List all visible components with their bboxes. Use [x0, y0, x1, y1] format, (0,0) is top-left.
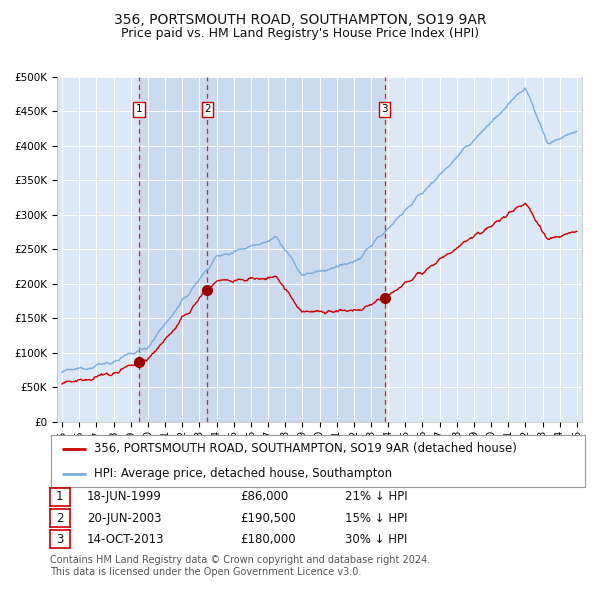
Text: 2: 2	[56, 512, 64, 525]
Text: 20-JUN-2003: 20-JUN-2003	[87, 512, 161, 525]
Text: 15% ↓ HPI: 15% ↓ HPI	[345, 512, 407, 525]
Bar	[139, 77, 208, 422]
Text: 18-JUN-1999: 18-JUN-1999	[87, 490, 162, 503]
Text: 1: 1	[56, 490, 64, 503]
Text: 21% ↓ HPI: 21% ↓ HPI	[345, 490, 407, 503]
Text: 356, PORTSMOUTH ROAD, SOUTHAMPTON, SO19 9AR (detached house): 356, PORTSMOUTH ROAD, SOUTHAMPTON, SO19 …	[94, 442, 517, 455]
Text: £86,000: £86,000	[240, 490, 288, 503]
Text: 3: 3	[56, 533, 64, 546]
Text: 356, PORTSMOUTH ROAD, SOUTHAMPTON, SO19 9AR: 356, PORTSMOUTH ROAD, SOUTHAMPTON, SO19 …	[114, 13, 486, 27]
Text: 3: 3	[381, 104, 388, 114]
Text: £190,500: £190,500	[240, 512, 296, 525]
Text: Price paid vs. HM Land Registry's House Price Index (HPI): Price paid vs. HM Land Registry's House …	[121, 27, 479, 40]
Text: 2: 2	[204, 104, 211, 114]
Text: 14-OCT-2013: 14-OCT-2013	[87, 533, 164, 546]
Text: £180,000: £180,000	[240, 533, 296, 546]
Text: 30% ↓ HPI: 30% ↓ HPI	[345, 533, 407, 546]
Text: This data is licensed under the Open Government Licence v3.0.: This data is licensed under the Open Gov…	[50, 567, 361, 577]
Bar	[208, 77, 385, 422]
Text: 1: 1	[136, 104, 142, 114]
Text: HPI: Average price, detached house, Southampton: HPI: Average price, detached house, Sout…	[94, 467, 392, 480]
Text: Contains HM Land Registry data © Crown copyright and database right 2024.: Contains HM Land Registry data © Crown c…	[50, 555, 430, 565]
